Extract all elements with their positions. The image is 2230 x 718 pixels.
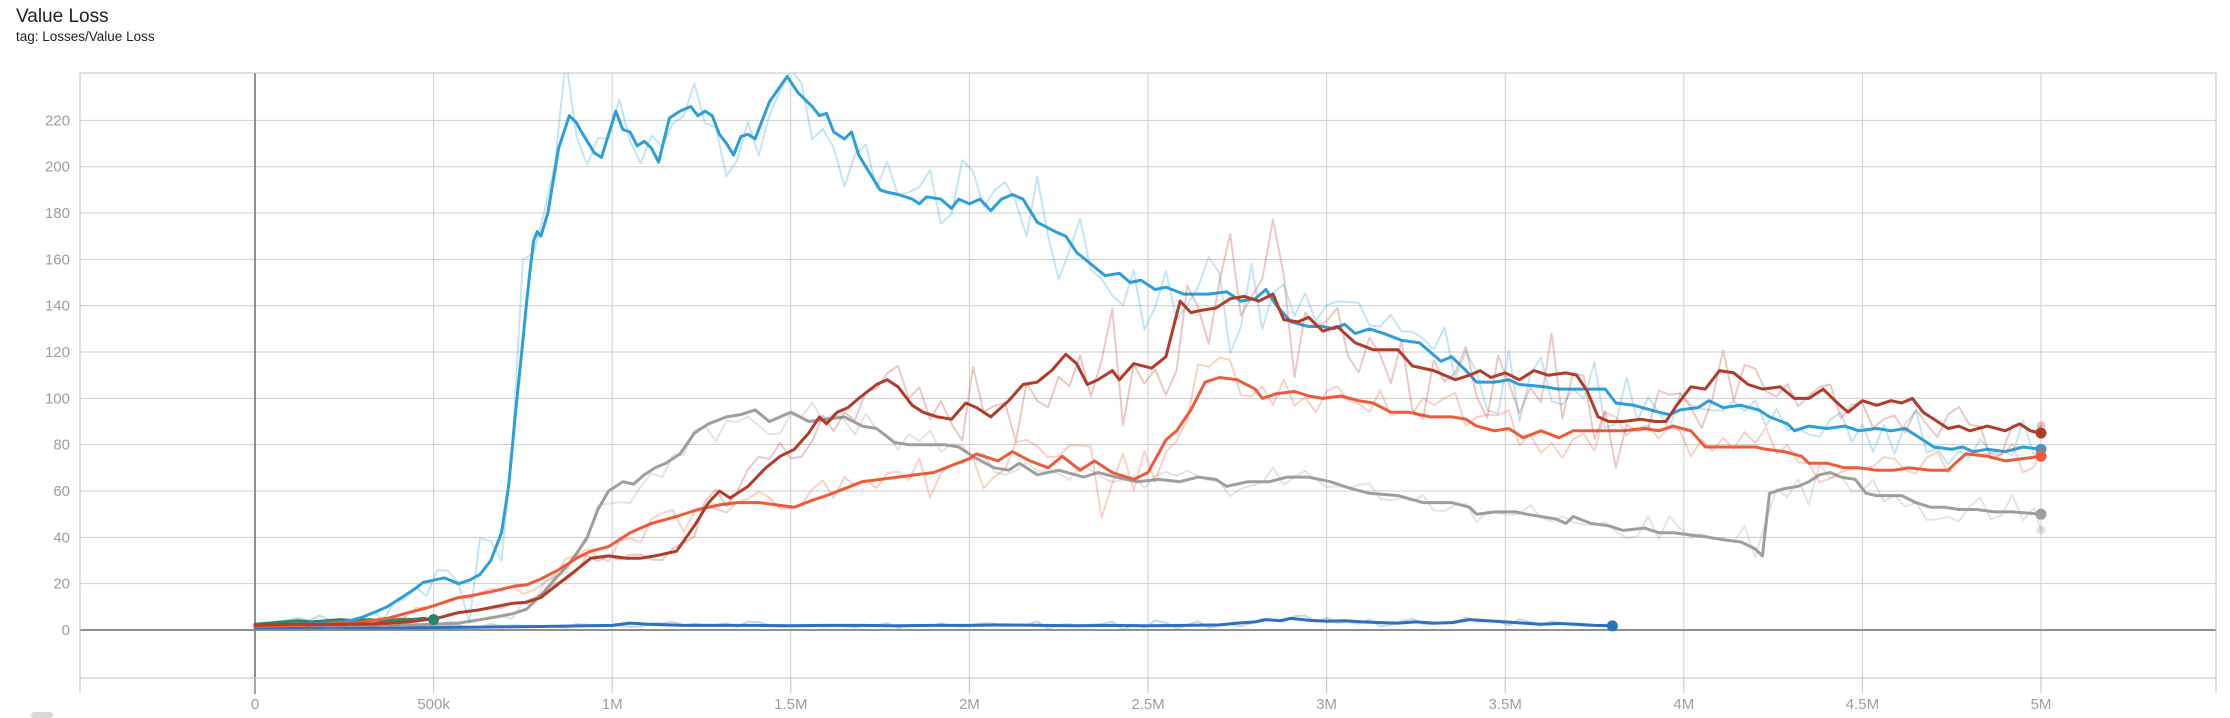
series-gray-end-dot [2035,508,2047,520]
x-tick-label: 3M [1316,696,1337,713]
series-plot-area[interactable] [253,59,2043,631]
y-tick-label: 220 [45,112,70,129]
series-sky-blue-raw-line [254,73,2042,631]
series-dark-blue-end-dot [1606,620,1618,632]
zero-axes [80,73,2216,694]
x-tick-label: 3.5M [1489,696,1522,713]
series-dark-blue-line [253,616,1614,630]
series-end-markers [428,421,2047,632]
series-gray-raw-end-dot [2036,525,2046,535]
series-green-end-dot [428,614,440,626]
x-tick-label: 500k [417,696,450,713]
x-axis-ticks [79,678,2217,693]
x-tick-label: 4.5M [1846,696,1879,713]
series-dark-red-end-dot [2035,427,2047,439]
y-tick-label: 140 [45,298,70,315]
x-tick-label: 2.5M [1131,696,1164,713]
y-axis-labels: 0 20 40 60 80 100 120 140 160 180 200 220 [45,112,70,639]
series-gray-line [253,408,2043,628]
series-orange-line [253,376,2043,628]
y-tick-label: 180 [45,205,70,222]
x-axis-labels: 0 500k 1M 1.5M 2M 2.5M 3M 3.5M 4M 4.5M 5M [251,696,2052,713]
series-dark-red-raw-line [254,218,2042,628]
series-dark-red-line [253,292,2043,627]
chart-tag-subtitle: tag: Losses/Value Loss [16,29,155,44]
x-tick-label: 0 [251,696,259,713]
x-tick-label: 5M [2031,696,2052,713]
y-tick-label: 40 [53,529,70,546]
y-tick-label: 0 [62,622,70,639]
y-tick-label: 80 [53,437,70,454]
y-tick-label: 160 [45,251,70,268]
y-tick-label: 120 [45,344,70,361]
chart-header: Value Loss tag: Losses/Value Loss [16,6,155,45]
series-orange-end-dot [2035,450,2047,462]
x-tick-label: 2M [959,696,980,713]
series-gray-raw-line [254,401,2042,630]
chart-title: Value Loss [16,6,109,27]
gridlines [80,73,2216,678]
y-tick-label: 100 [45,390,70,407]
x-tick-label: 1.5M [774,696,807,713]
x-tick-label: 4M [1673,696,1694,713]
y-tick-label: 200 [45,159,70,176]
cropped-ui-artifact [31,712,53,718]
y-tick-label: 20 [53,576,70,593]
x-tick-label: 1M [602,696,623,713]
y-tick-label: 60 [53,483,70,500]
